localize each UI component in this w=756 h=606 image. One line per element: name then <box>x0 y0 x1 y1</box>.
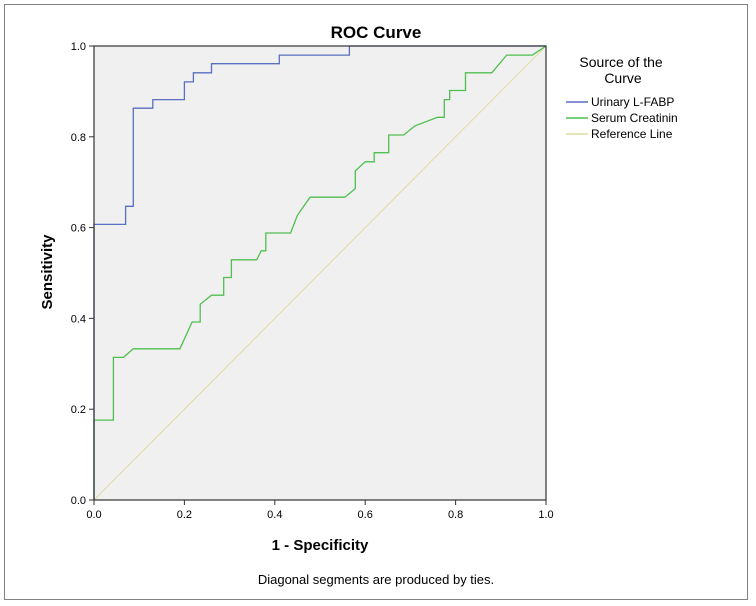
y-axis: 0.0 0.2 0.4 0.6 0.8 1.0 <box>71 41 94 507</box>
legend: Source of the Curve Urinary L-FABP Serum … <box>566 54 678 141</box>
x-tick-label: 0.2 <box>177 509 192 521</box>
legend-title-line-1: Source of the <box>579 54 662 70</box>
x-tick-label: 0.6 <box>358 509 373 521</box>
plot-border <box>93 45 547 501</box>
chart-title: ROC Curve <box>331 23 422 42</box>
y-tick-label: 1.0 <box>71 41 86 53</box>
y-tick-label: 0.2 <box>71 404 86 416</box>
series-line-serum-creatinin <box>93 45 547 500</box>
legend-title-line-2: Curve <box>604 70 642 86</box>
legend-label: Urinary L-FABP <box>591 95 674 109</box>
footnote: Diagonal segments are produced by ties. <box>258 572 494 587</box>
series-line-reference-line <box>93 45 547 501</box>
legend-label: Serum Creatinin <box>591 111 678 125</box>
x-axis-title: 1 - Specificity <box>272 537 369 554</box>
y-axis-title: Sensitivity <box>39 234 56 310</box>
x-axis: 0.0 0.2 0.4 0.6 0.8 1.0 <box>86 500 554 521</box>
legend-label: Reference Line <box>591 127 673 141</box>
x-tick-label: 1.0 <box>538 509 553 521</box>
x-tick-label: 0.0 <box>86 509 101 521</box>
series-line-urinary-l-fabp <box>93 45 546 500</box>
series-layer <box>93 45 547 501</box>
x-tick-label: 0.4 <box>267 509 282 521</box>
y-tick-label: 0.8 <box>71 132 86 144</box>
legend-items: Urinary L-FABP Serum Creatinin Reference L… <box>566 95 678 141</box>
legend-title: Source of the Curve <box>579 54 666 86</box>
y-tick-label: 0.4 <box>71 313 86 325</box>
y-tick-label: 0.0 <box>71 495 86 507</box>
y-tick-label: 0.6 <box>71 223 86 235</box>
x-tick-label: 0.8 <box>448 509 463 521</box>
